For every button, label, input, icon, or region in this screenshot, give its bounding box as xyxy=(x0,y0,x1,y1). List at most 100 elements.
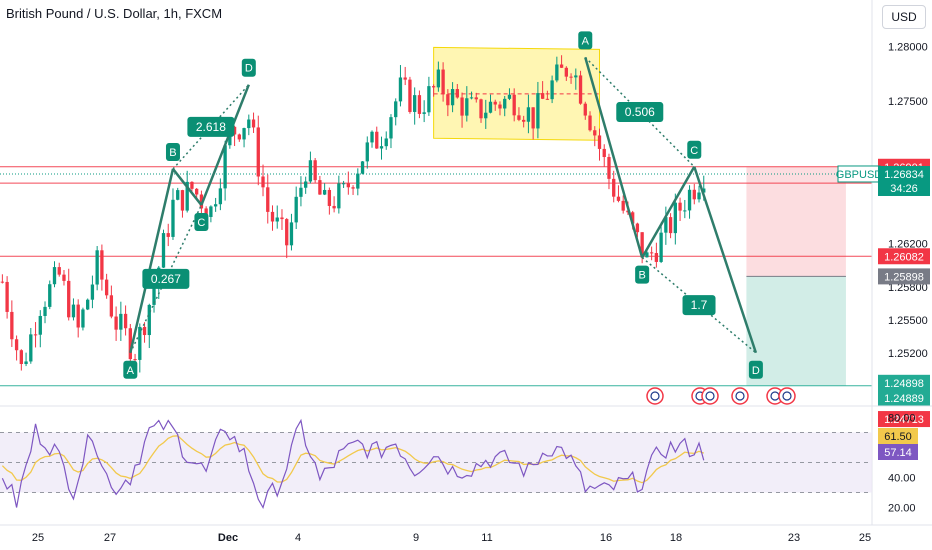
candle-body xyxy=(33,334,38,336)
candle-body xyxy=(299,187,303,197)
candle-body xyxy=(479,99,483,119)
candle-body xyxy=(507,94,512,99)
candle-body xyxy=(204,208,208,217)
candle-body xyxy=(147,304,151,336)
pattern-1-point-label: B xyxy=(169,147,176,159)
candle-body xyxy=(422,112,426,114)
time-tick-label: 9 xyxy=(413,532,419,544)
candle-body xyxy=(180,190,185,211)
pattern-1-point-badge xyxy=(165,142,180,161)
candle-body xyxy=(351,187,355,189)
current-price-label: 1.26834 xyxy=(884,169,924,181)
price-label-badge xyxy=(878,268,930,285)
time-tick-label: Dec xyxy=(218,532,238,544)
candle-body xyxy=(38,315,42,335)
candle-body xyxy=(86,299,90,310)
candle-body xyxy=(450,89,455,106)
candle-body xyxy=(119,313,123,330)
candle-body xyxy=(24,361,28,365)
candle-body xyxy=(266,187,270,212)
time-tick-label: 25 xyxy=(32,532,44,544)
pattern-2-leg xyxy=(641,166,696,259)
candle-body xyxy=(261,176,265,188)
candle-body xyxy=(71,304,76,318)
candle-body xyxy=(469,97,474,99)
stop-loss-zone xyxy=(746,166,846,277)
event-flag-inner xyxy=(705,391,715,401)
candle-body xyxy=(526,107,531,122)
candle-body xyxy=(128,328,132,360)
time-tick-label: 18 xyxy=(670,532,682,544)
candle-body xyxy=(668,217,673,234)
candle-body xyxy=(403,77,407,80)
price-tick-label: 1.25500 xyxy=(888,315,928,327)
candle-body xyxy=(654,253,659,262)
candle-body xyxy=(133,359,137,361)
candle-body xyxy=(19,350,23,365)
time-tick-label: 4 xyxy=(295,532,301,544)
candle-body xyxy=(185,181,189,211)
candle-body xyxy=(602,148,606,158)
candle-body xyxy=(138,326,142,360)
candle-body xyxy=(270,211,275,222)
candle-body xyxy=(142,326,147,336)
currency-button[interactable]: USD xyxy=(882,5,926,29)
candle-body xyxy=(161,233,166,268)
candle-body xyxy=(195,188,199,195)
candle-body xyxy=(332,205,336,209)
rsi-line xyxy=(1,418,705,510)
candle-body xyxy=(152,288,156,305)
event-flag-inner xyxy=(782,391,792,401)
candle-body xyxy=(503,98,507,109)
candle-body xyxy=(100,250,104,280)
rsi-tick-label: 80.00 xyxy=(888,413,916,425)
pattern-1-point-label: D xyxy=(245,63,253,75)
candle-body xyxy=(62,274,66,281)
candle-body xyxy=(389,117,393,139)
price-label-text: 1.24898 xyxy=(884,378,924,390)
candle-body xyxy=(597,135,602,149)
price-tick-label: 1.25200 xyxy=(888,348,928,360)
price-label-text: 1.25898 xyxy=(884,271,924,283)
candle-body xyxy=(398,77,403,102)
price-tick-label: 1.27500 xyxy=(888,96,928,108)
pattern-2-ratio-label: 1.7 xyxy=(691,298,708,312)
candle-body xyxy=(413,95,417,112)
candle-body xyxy=(322,189,327,195)
candle-body xyxy=(251,119,256,128)
candle-body xyxy=(289,222,294,246)
candle-body xyxy=(659,232,663,262)
price-tick-label: 1.25800 xyxy=(888,282,928,294)
pattern-2-point-label: D xyxy=(752,365,760,377)
candle-body xyxy=(304,181,308,188)
candle-body xyxy=(574,75,578,78)
pattern-1-ratio-label: 0.267 xyxy=(151,272,181,286)
rsi-tick-label: 20.00 xyxy=(888,503,916,515)
event-flag-icon xyxy=(778,387,796,405)
time-tick-label: 27 xyxy=(104,532,116,544)
current-price-badge xyxy=(878,165,930,196)
candle-body xyxy=(114,316,118,330)
candle-body xyxy=(517,115,521,120)
candle-body xyxy=(48,284,52,307)
candle-body xyxy=(90,284,95,300)
candle-body xyxy=(318,180,322,195)
pattern-2-point-label: A xyxy=(582,35,590,47)
pattern-1-ratio-badge xyxy=(187,116,235,137)
candle-body xyxy=(232,126,237,135)
pattern-2-ratio-badge xyxy=(682,295,716,316)
candle-body xyxy=(683,210,687,212)
candle-body xyxy=(218,188,223,205)
price-label-text: 1.24889 xyxy=(884,393,924,405)
candle-body xyxy=(190,181,194,189)
candle-body xyxy=(384,138,388,147)
candle-body xyxy=(123,313,128,329)
countdown-label: 34:26 xyxy=(890,183,918,195)
pattern-1-point-badge xyxy=(123,360,138,379)
candle-body xyxy=(673,202,677,234)
candle-body xyxy=(394,101,398,118)
candle-body xyxy=(493,101,497,105)
pattern-2-ratio-line xyxy=(584,56,695,168)
candle-body xyxy=(95,250,99,285)
